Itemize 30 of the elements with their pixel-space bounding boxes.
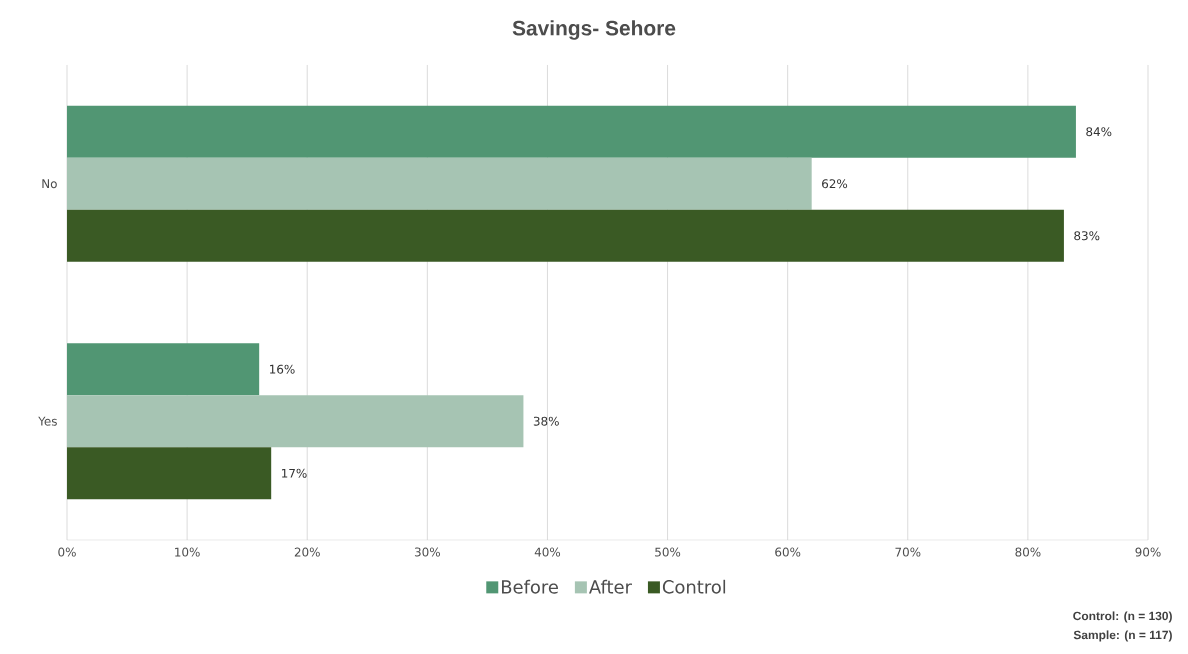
x-tick-label: 20% [294, 547, 320, 557]
chart-title: Savings- Sehore [512, 20, 676, 40]
bar [67, 395, 524, 448]
x-tick-label: 50% [655, 547, 681, 557]
legend-label: Control [662, 579, 726, 594]
text: Control: (n = 130) [1073, 611, 1172, 623]
x-tick-label: 30% [414, 547, 440, 557]
legend-label: After [589, 579, 632, 594]
bar [67, 209, 1064, 262]
x-tick-label: 0% [58, 547, 76, 557]
x-tick-label: 80% [1015, 547, 1041, 557]
data-label: 84% [1086, 127, 1112, 137]
x-tick-label: 90% [1135, 547, 1161, 557]
x-tick-label: 10% [175, 547, 200, 557]
bar [67, 447, 272, 500]
data-label: 38% [533, 416, 559, 426]
y-tick-label: No [42, 179, 57, 189]
x-tick-label: 60% [775, 547, 801, 557]
text: Sample: (n = 117) [1073, 630, 1172, 642]
x-tick-label: 70% [895, 547, 921, 557]
x-tick-label: 40% [534, 547, 561, 557]
data-label: 62% [822, 179, 848, 189]
data-label: 16% [270, 364, 295, 374]
y-tick-label: Yes [38, 416, 57, 426]
legend-label: Before [502, 579, 558, 594]
bar [67, 105, 1076, 158]
bar [67, 157, 812, 210]
bar [67, 343, 260, 396]
data-label: 83% [1074, 231, 1100, 241]
data-label: 17% [282, 468, 307, 478]
